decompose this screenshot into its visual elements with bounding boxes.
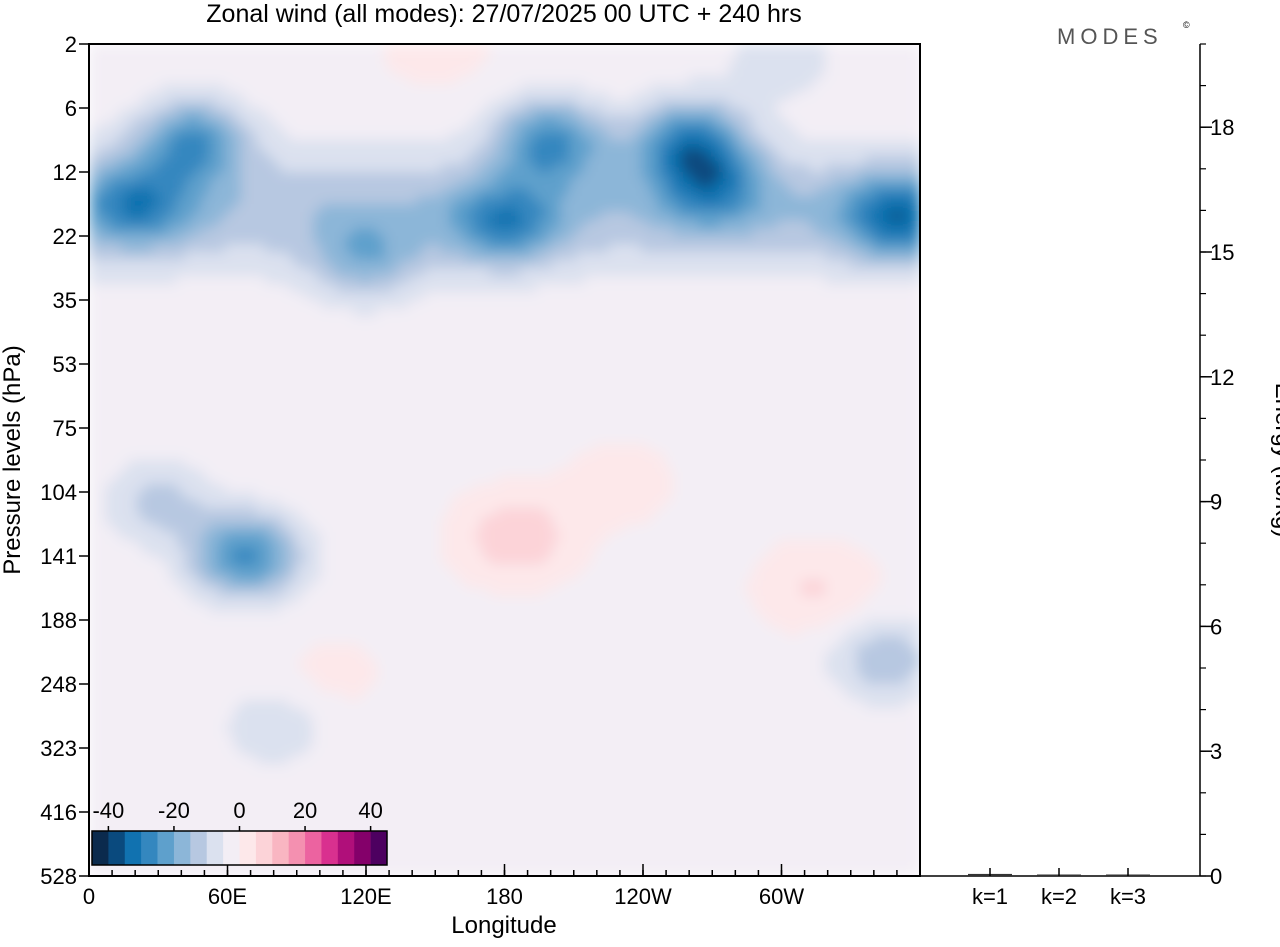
longitude-axis-label: Longitude bbox=[451, 912, 556, 939]
pressure-tick-label: 53 bbox=[53, 352, 77, 377]
energy-tick-label: 18 bbox=[1210, 115, 1234, 140]
pressure-tick-label: 12 bbox=[53, 160, 77, 185]
energy-tick-label: 0 bbox=[1210, 864, 1222, 889]
pressure-tick-label: 104 bbox=[40, 480, 77, 505]
energy-axis-label: Energy (kJ/kg) bbox=[1270, 383, 1280, 538]
colorbar-swatch bbox=[174, 831, 191, 865]
colorbar-tick-label: -20 bbox=[158, 798, 190, 823]
pressure-tick-label: 248 bbox=[40, 672, 77, 697]
energy-category-label: k=1 bbox=[972, 884, 1008, 909]
pressure-tick-label: 35 bbox=[53, 288, 77, 313]
pressure-tick-label: 141 bbox=[40, 544, 77, 569]
energy-category-label: k=3 bbox=[1110, 884, 1146, 909]
chart-title: Zonal wind (all modes): 27/07/2025 00 UT… bbox=[206, 0, 801, 28]
energy-tick-label: 3 bbox=[1210, 739, 1222, 764]
colorbar-swatch bbox=[207, 831, 224, 865]
pressure-tick-label: 75 bbox=[53, 416, 77, 441]
energy-tick-label: 12 bbox=[1210, 365, 1234, 390]
longitude-tick-label: 60E bbox=[208, 884, 247, 909]
colorbar-swatch bbox=[272, 831, 289, 865]
colorbar-swatch bbox=[289, 831, 306, 865]
colorbar-swatch bbox=[141, 831, 158, 865]
pressure-tick-label: 416 bbox=[40, 800, 77, 825]
energy-ticks: 0 3 6 9 12 15 18 bbox=[1200, 44, 1234, 889]
longitude-tick-label: 60W bbox=[759, 884, 804, 909]
pressure-axis-label: Pressure levels (hPa) bbox=[0, 345, 26, 574]
pressure-tick-label: 188 bbox=[40, 608, 77, 633]
pressure-tick-label: 323 bbox=[40, 736, 77, 761]
pressure-tick-label: 2 bbox=[65, 32, 77, 57]
colorbar-swatch bbox=[371, 831, 388, 865]
heatmap-area bbox=[89, 44, 922, 877]
colorbar-swatch bbox=[354, 831, 371, 865]
colorbar-swatch bbox=[108, 831, 125, 865]
colorbar-swatch bbox=[305, 831, 322, 865]
colorbar-tick-label: -40 bbox=[92, 798, 124, 823]
colorbar-swatch bbox=[321, 831, 338, 865]
colorbar bbox=[92, 831, 387, 865]
longitude-tick-label: 120W bbox=[614, 884, 672, 909]
longitude-tick-label: 180 bbox=[486, 884, 523, 909]
energy-tick-label: 15 bbox=[1210, 240, 1234, 265]
colorbar-swatch bbox=[223, 831, 240, 865]
longitude-tick-label: 120E bbox=[340, 884, 391, 909]
pressure-level-ticks: 2 6 12 22 35 53 75 104 141 188 248 323 416 528 bbox=[40, 32, 89, 889]
pressure-tick-label: 22 bbox=[53, 224, 77, 249]
colorbar-swatch bbox=[240, 831, 257, 865]
energy-bar-chart: k=1 k=2 k=3 bbox=[920, 44, 1200, 909]
energy-tick-label: 9 bbox=[1210, 490, 1222, 515]
colorbar-tick-label: 40 bbox=[358, 798, 382, 823]
colorbar-swatch bbox=[92, 831, 109, 865]
longitude-tick-label: 0 bbox=[83, 884, 95, 909]
pressure-tick-label: 6 bbox=[65, 96, 77, 121]
colorbar-swatch bbox=[256, 831, 273, 865]
colorbar-tick-label: 20 bbox=[293, 798, 317, 823]
colorbar-swatch bbox=[190, 831, 207, 865]
colorbar-swatch bbox=[338, 831, 355, 865]
pressure-tick-label: 528 bbox=[40, 864, 77, 889]
colorbar-swatch bbox=[125, 831, 142, 865]
energy-category-label: k=2 bbox=[1041, 884, 1077, 909]
brand-mark: © bbox=[1183, 20, 1190, 30]
energy-tick-label: 6 bbox=[1210, 614, 1222, 639]
colorbar-tick-label: 0 bbox=[233, 798, 245, 823]
energy-plot-background bbox=[920, 44, 1200, 876]
colorbar-swatch bbox=[158, 831, 175, 865]
